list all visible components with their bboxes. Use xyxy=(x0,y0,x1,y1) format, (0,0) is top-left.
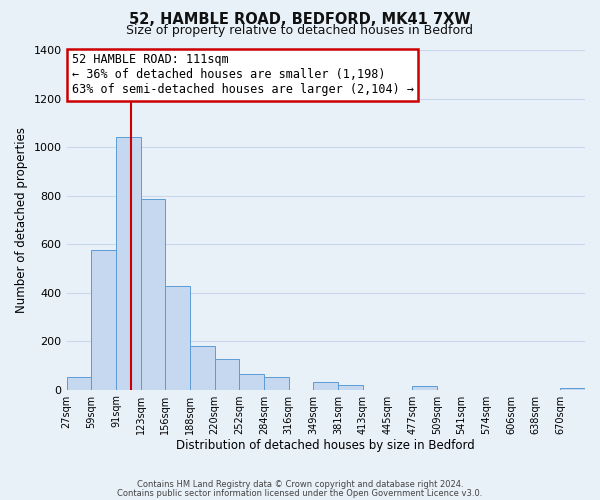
Y-axis label: Number of detached properties: Number of detached properties xyxy=(15,127,28,313)
Bar xyxy=(140,199,165,390)
Text: Size of property relative to detached houses in Bedford: Size of property relative to detached ho… xyxy=(127,24,473,37)
Text: Contains HM Land Registry data © Crown copyright and database right 2024.: Contains HM Land Registry data © Crown c… xyxy=(137,480,463,489)
Bar xyxy=(239,374,264,390)
Text: Contains public sector information licensed under the Open Government Licence v3: Contains public sector information licen… xyxy=(118,488,482,498)
Bar xyxy=(313,382,338,390)
Bar xyxy=(116,138,140,390)
Bar xyxy=(412,386,437,390)
Bar xyxy=(338,384,363,390)
Bar xyxy=(560,388,585,390)
Bar xyxy=(190,346,215,390)
Bar xyxy=(215,360,239,390)
Text: 52 HAMBLE ROAD: 111sqm
← 36% of detached houses are smaller (1,198)
63% of semi-: 52 HAMBLE ROAD: 111sqm ← 36% of detached… xyxy=(72,54,414,96)
Bar xyxy=(67,378,91,390)
Bar xyxy=(91,250,116,390)
X-axis label: Distribution of detached houses by size in Bedford: Distribution of detached houses by size … xyxy=(176,440,475,452)
Bar xyxy=(165,286,190,390)
Bar xyxy=(264,378,289,390)
Text: 52, HAMBLE ROAD, BEDFORD, MK41 7XW: 52, HAMBLE ROAD, BEDFORD, MK41 7XW xyxy=(129,12,471,28)
